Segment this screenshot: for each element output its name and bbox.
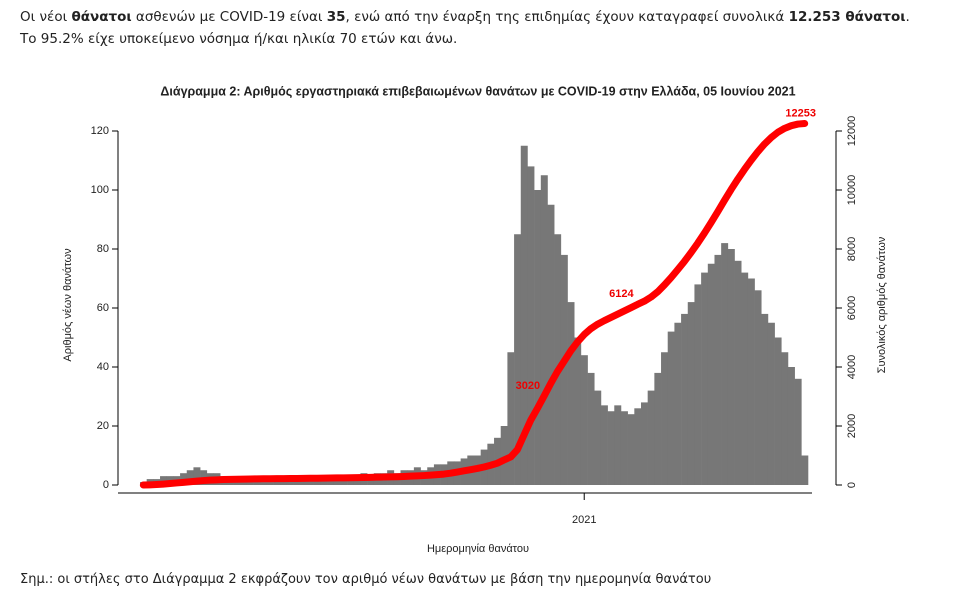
- bar: [701, 272, 709, 485]
- y-tick-label: 120: [91, 125, 109, 137]
- bar: [500, 426, 508, 485]
- text: θάνατοι: [71, 9, 132, 25]
- y-tick-label: 40: [97, 361, 109, 373]
- bar: [747, 278, 755, 485]
- bar: [520, 145, 528, 485]
- bar: [674, 322, 682, 485]
- bar: [781, 352, 789, 485]
- y2-tick-label: 12000: [846, 116, 858, 147]
- bar: [661, 352, 669, 485]
- x-tick-label: 2021: [572, 514, 596, 526]
- intro: Οι νέοι θάνατοι ασθενών με COVID-19 είνα…: [20, 6, 925, 50]
- y-tick-label: 60: [97, 302, 109, 314]
- bar: [300, 479, 308, 485]
- bar: [654, 372, 662, 485]
- bar: [620, 411, 628, 485]
- data-label: 12253: [785, 107, 816, 119]
- bar: [767, 322, 775, 485]
- bar: [527, 166, 535, 485]
- y2-tick-label: 4000: [846, 355, 858, 379]
- bar: [667, 331, 675, 485]
- text: 35: [326, 9, 346, 25]
- bar: [193, 467, 201, 485]
- text: , ενώ από την έναρξη της επιδημίας έχουν…: [345, 9, 789, 25]
- y2-tick-label: 8000: [846, 237, 858, 261]
- bar: [734, 260, 742, 485]
- bar: [514, 234, 522, 485]
- y2-tick-label: 10000: [846, 175, 858, 206]
- text: Οι νέοι: [20, 9, 72, 25]
- bar: [787, 367, 795, 485]
- y-tick-label: 0: [103, 479, 109, 491]
- bar: [547, 204, 555, 485]
- bar: [594, 390, 602, 485]
- y-tick-label: 20: [97, 420, 109, 432]
- bar: [567, 302, 575, 485]
- bar: [607, 411, 615, 485]
- bar: [681, 313, 689, 485]
- bar: [627, 414, 635, 485]
- y2-tick-label: 6000: [846, 296, 858, 320]
- y-tick-label: 80: [97, 243, 109, 255]
- bar: [614, 405, 622, 485]
- bar: [534, 190, 542, 485]
- bar: [507, 352, 515, 485]
- chart: Διάγραμμα 2: Αριθμός εργαστηριακά επιβεβ…: [62, 84, 888, 555]
- y-axis-label: Αριθμός νέων θανάτων: [62, 248, 74, 362]
- bar: [580, 355, 588, 485]
- y2-tick-label: 2000: [846, 414, 858, 438]
- bar: [260, 482, 268, 485]
- text: . Το 95.2% είχε υποκείμενο νόσημα ή/και …: [20, 9, 910, 47]
- bar: [741, 272, 749, 485]
- bar: [647, 390, 655, 485]
- text: 12.253 θάνατοι: [788, 9, 906, 25]
- bar: [721, 243, 729, 485]
- bar: [794, 378, 802, 485]
- text: ασθενών με COVID-19 είναι: [131, 9, 327, 25]
- bar: [587, 372, 595, 485]
- bar: [707, 263, 715, 485]
- bar: [761, 313, 769, 485]
- footnote: Σημ.: οι στήλες στο Διάγραμμα 2 εκφράζου…: [20, 572, 712, 587]
- chart-title: Διάγραμμα 2: Αριθμός εργαστηριακά επιβεβ…: [160, 84, 795, 98]
- bar: [286, 479, 294, 485]
- bar: [554, 234, 562, 485]
- bar: [714, 254, 722, 485]
- bar: [634, 408, 642, 485]
- bar: [160, 476, 168, 485]
- data-label: 3020: [516, 380, 540, 392]
- bar: [641, 402, 648, 485]
- bar: [754, 290, 762, 485]
- data-label: 6124: [609, 288, 634, 300]
- cumulative-line: [139, 120, 809, 489]
- bar: [186, 470, 194, 485]
- y2-axis-label: Συνολικός αριθμός θανάτων: [876, 236, 888, 373]
- y-tick-label: 100: [91, 184, 109, 196]
- bar: [600, 405, 608, 485]
- y2-tick-label: 0: [846, 482, 858, 488]
- bar: [560, 254, 568, 485]
- bar: [327, 479, 335, 485]
- bar: [574, 337, 582, 485]
- bar: [694, 284, 702, 485]
- bar: [266, 482, 274, 485]
- bar: [687, 302, 695, 485]
- bar: [774, 337, 782, 485]
- bar: [727, 249, 735, 485]
- x-axis-label: Ημερομηνία θανάτου: [427, 543, 529, 555]
- bar: [540, 175, 548, 485]
- bar: [801, 455, 809, 485]
- bar: [307, 479, 314, 485]
